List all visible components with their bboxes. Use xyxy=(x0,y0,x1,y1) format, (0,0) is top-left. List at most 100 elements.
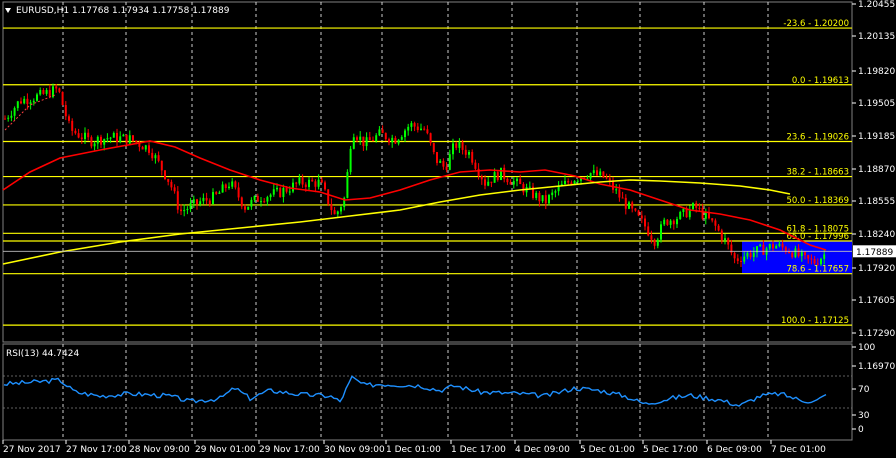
candle-body xyxy=(548,195,550,204)
candle-body xyxy=(212,192,214,204)
candle-body xyxy=(282,188,285,197)
rsi-scale-label: 70 xyxy=(858,385,870,395)
candle-body xyxy=(426,129,429,134)
candle-body xyxy=(615,189,618,191)
candle-body xyxy=(260,201,262,203)
candle-body xyxy=(272,189,275,195)
candle-body xyxy=(180,209,182,212)
candle-body xyxy=(823,254,826,259)
candle-body xyxy=(311,179,314,182)
candle-body xyxy=(103,139,106,145)
fib-label: 100.0 - 1.17125 xyxy=(781,316,849,326)
time-label: 29 Nov 01:00 xyxy=(195,445,256,455)
candle-body xyxy=(266,197,269,202)
candle-body xyxy=(692,203,694,210)
rsi-panel-frame xyxy=(2,343,853,441)
candle-body xyxy=(621,197,624,199)
triangle-down-icon[interactable] xyxy=(5,8,11,13)
candle-body xyxy=(327,189,330,205)
candle-body xyxy=(247,206,250,210)
candle-body xyxy=(672,220,675,225)
candle-body xyxy=(157,155,160,161)
candle-body xyxy=(756,246,758,253)
candle-body xyxy=(816,263,819,265)
candle-body xyxy=(304,184,307,187)
candle-body xyxy=(112,133,115,138)
candle-body xyxy=(797,248,800,257)
candle-body xyxy=(378,129,381,136)
price-scale-label: 1.19505 xyxy=(858,99,895,109)
candle-body xyxy=(775,245,778,249)
candle-body xyxy=(100,136,102,145)
candle-body xyxy=(317,179,320,187)
rsi-scale-label: 0 xyxy=(858,425,864,435)
candle-body xyxy=(820,258,822,265)
fib-label: -23.6 - 1.20200 xyxy=(783,19,849,29)
candle-body xyxy=(458,142,461,148)
candle-body xyxy=(183,210,186,212)
candle-body xyxy=(442,160,445,167)
candle-body xyxy=(192,199,195,204)
candle-body xyxy=(679,211,682,220)
candle-body xyxy=(256,195,259,202)
price-scale-label: 1.20135 xyxy=(858,32,895,42)
candle-body xyxy=(148,145,150,153)
candle-body xyxy=(16,101,19,109)
candle-body xyxy=(308,179,310,187)
candle-body xyxy=(352,137,355,149)
candle-body xyxy=(570,182,573,185)
candle-body xyxy=(666,219,669,225)
candle-body xyxy=(4,118,6,120)
price-scale-label: 1.18240 xyxy=(858,230,895,240)
candle-body xyxy=(484,179,486,186)
candle-body xyxy=(477,168,480,177)
time-label: 5 Dec 17:00 xyxy=(643,445,698,455)
candle-body xyxy=(759,244,762,247)
candle-body xyxy=(580,177,582,181)
candle-body xyxy=(772,244,774,249)
candle-body xyxy=(269,194,272,198)
candle-body xyxy=(218,192,221,194)
candle-body xyxy=(87,132,90,138)
candle-body xyxy=(122,134,125,137)
candle-body xyxy=(743,256,746,262)
candle-body xyxy=(160,160,163,171)
candle-body xyxy=(208,200,211,204)
price-scale-label: 1.17920 xyxy=(858,264,895,274)
candle-body xyxy=(599,171,602,176)
candle-body xyxy=(343,197,346,208)
candle-body xyxy=(186,209,189,211)
moving-average-slow xyxy=(2,179,791,265)
time-label: 30 Nov 09:00 xyxy=(324,445,385,455)
time-label: 7 Dec 01:00 xyxy=(771,445,826,455)
candle-body xyxy=(448,154,451,170)
candle-body xyxy=(480,176,483,180)
candle-body xyxy=(55,86,58,89)
candle-body xyxy=(215,192,218,194)
candle-body xyxy=(189,203,192,210)
candle-body xyxy=(455,143,458,148)
price-scale-label: 1.16970 xyxy=(858,362,895,372)
candle-body xyxy=(288,191,291,193)
candle-body xyxy=(400,137,403,140)
candle-body xyxy=(695,203,698,208)
candle-body xyxy=(410,123,413,127)
candle-body xyxy=(512,181,515,185)
candle-body xyxy=(733,252,736,259)
candle-body xyxy=(551,192,554,196)
candle-body xyxy=(736,258,739,261)
candle-body xyxy=(749,252,752,258)
candle-body xyxy=(196,199,198,205)
price-scale-label: 1.18555 xyxy=(858,197,895,207)
candle-body xyxy=(618,189,621,198)
candle-body xyxy=(631,202,634,209)
candle-body xyxy=(368,137,371,141)
candle-body xyxy=(228,186,230,188)
candle-body xyxy=(717,225,720,231)
candle-body xyxy=(413,123,416,127)
candle-body xyxy=(464,149,467,155)
candle-body xyxy=(45,90,48,94)
candle-body xyxy=(644,218,646,227)
